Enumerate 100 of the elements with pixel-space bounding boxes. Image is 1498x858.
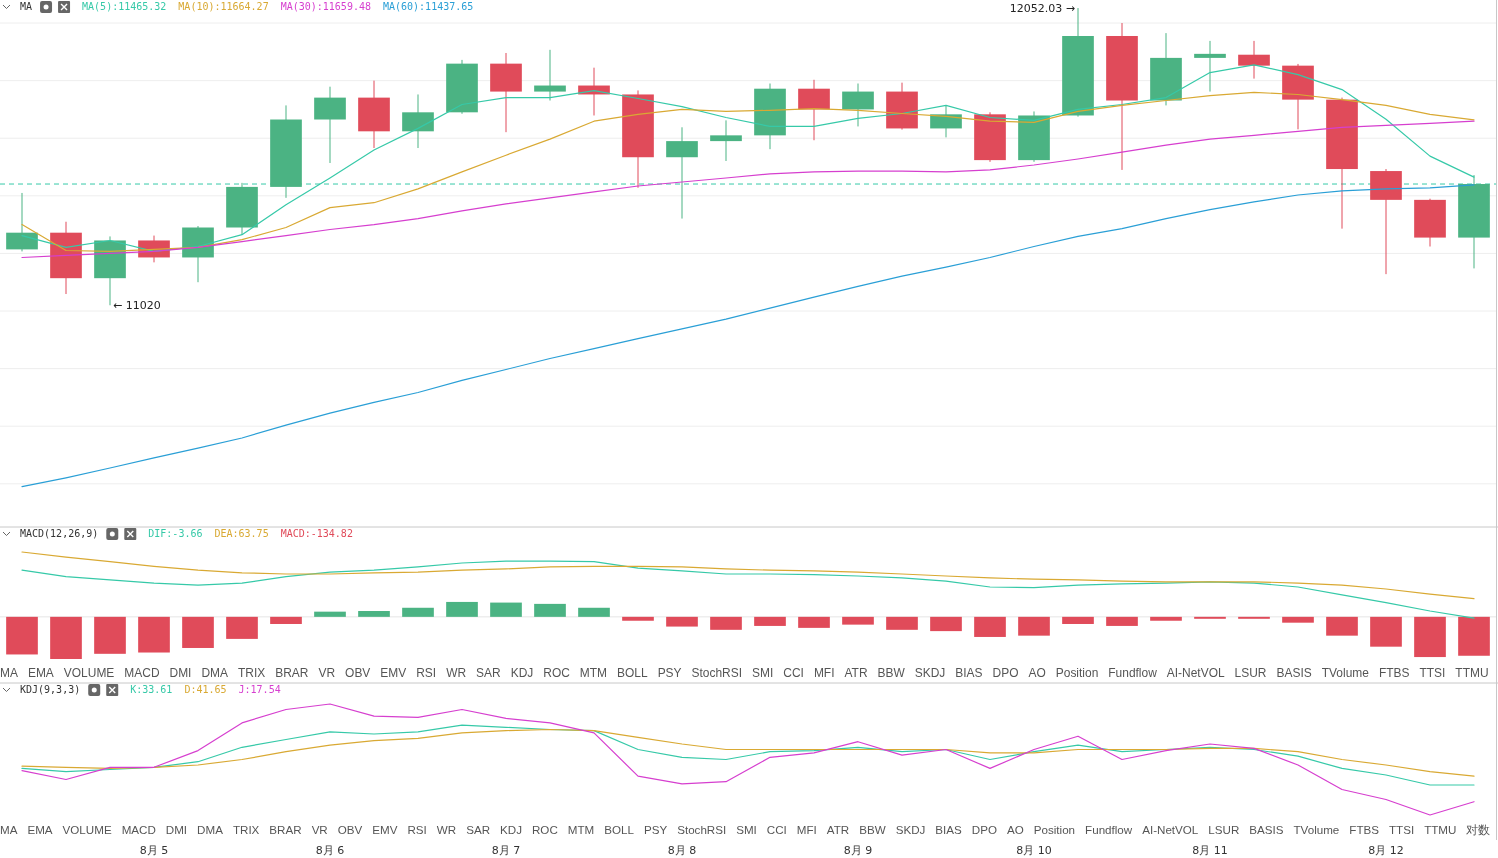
text: DPO — [992, 666, 1019, 680]
text: RSI — [416, 666, 437, 680]
text: MA(5):11465.32 — [82, 1, 167, 12]
text: Fundflow — [1108, 666, 1158, 680]
text: MFI — [796, 823, 817, 836]
text: VOLUME — [63, 666, 115, 680]
text: DMI — [165, 823, 188, 836]
text: DMA — [197, 823, 224, 836]
text: MFI — [813, 666, 835, 680]
bar — [622, 616, 654, 621]
text: BBW — [877, 666, 906, 680]
text: KDJ — [500, 823, 522, 836]
text: Position — [1055, 666, 1099, 680]
text: BOLL — [617, 666, 648, 680]
text: VR — [311, 823, 328, 836]
text: SMI — [752, 666, 774, 680]
text: BRAR — [269, 823, 302, 836]
text: DMI — [169, 666, 192, 680]
text: MA — [0, 823, 18, 836]
bar — [798, 616, 830, 628]
bar — [534, 603, 566, 617]
text: BOLL — [604, 823, 635, 836]
candlestick — [710, 119, 742, 162]
text: SKDJ — [895, 823, 926, 836]
series-label: J:17.54 — [238, 684, 281, 695]
text: VOLUME — [62, 823, 112, 836]
text: BIAS — [955, 666, 983, 680]
text: TRIX — [232, 823, 260, 836]
text: WR — [436, 823, 457, 836]
candlestick — [1194, 40, 1226, 93]
text: KDJ — [510, 666, 534, 680]
bar — [446, 601, 478, 617]
text: CCI — [783, 666, 804, 680]
bar — [138, 616, 170, 653]
bar — [1414, 616, 1446, 658]
bar — [358, 611, 390, 617]
bar — [666, 616, 698, 627]
bar — [974, 616, 1006, 637]
text: ATR — [826, 823, 850, 836]
text: RSI — [407, 823, 427, 836]
bar — [578, 607, 610, 617]
bar — [754, 616, 786, 626]
text: MTM — [579, 666, 608, 680]
text: MACD — [124, 666, 160, 680]
text: TRIX — [238, 666, 266, 680]
text: K:33.61 — [130, 684, 173, 695]
x-tick-label: 8月 8 — [667, 844, 697, 857]
text: TTSI — [1389, 823, 1415, 836]
x-tick-label: 8月 6 — [315, 844, 345, 857]
text: TTMU — [1424, 823, 1457, 836]
x-tick-label: 8月 9 — [843, 844, 873, 857]
text: ROC — [543, 666, 571, 680]
bar — [94, 616, 126, 654]
bar — [1326, 616, 1358, 636]
text: ATR — [844, 666, 868, 680]
text: MACD:-134.82 — [280, 528, 353, 539]
text: AO — [1028, 666, 1046, 680]
text: EMA — [27, 823, 53, 836]
text: MA(30):11659.48 — [280, 1, 371, 12]
bar — [930, 616, 962, 632]
text: MACD — [121, 823, 156, 836]
text: WR — [446, 666, 467, 680]
bar — [1458, 616, 1490, 656]
text: Fundflow — [1085, 823, 1133, 836]
bar — [1018, 616, 1050, 636]
text: EMV — [372, 823, 398, 836]
text: AO — [1006, 823, 1024, 836]
text: MA — [0, 666, 18, 680]
text: StochRSI — [691, 666, 743, 680]
text: BASIS — [1249, 823, 1284, 836]
text: BBW — [859, 823, 886, 836]
text: TVolume — [1321, 666, 1370, 680]
bar — [50, 616, 82, 659]
bar — [270, 616, 302, 624]
x-tick-label: 8月 5 — [139, 844, 169, 857]
text: DEA:63.75 — [214, 528, 269, 539]
text: SMI — [736, 823, 757, 836]
text: MA(10):11664.27 — [178, 1, 269, 12]
text: BIAS — [935, 823, 963, 836]
text: AI-NetVOL — [1166, 666, 1225, 680]
candlestick — [534, 49, 566, 101]
text: AI-NetVOL — [1142, 823, 1199, 836]
text: FTBS — [1349, 823, 1380, 836]
text: StochRSI — [677, 823, 727, 836]
text: LSUR — [1208, 823, 1240, 836]
annotation: 12052.03 → — [1009, 2, 1075, 16]
bar — [1106, 616, 1138, 626]
bar — [1370, 616, 1402, 647]
text: MA(60):11437.65 — [382, 1, 474, 12]
text: SAR — [476, 666, 502, 680]
bar — [226, 616, 258, 639]
text: TTSI — [1419, 666, 1446, 680]
text: CCI — [766, 823, 787, 836]
text: Position — [1033, 823, 1076, 836]
chart-title: MA — [20, 1, 33, 12]
chart-title: MACD(12,26,9) — [20, 528, 99, 539]
text: FTBS — [1378, 666, 1410, 680]
bar — [1150, 616, 1182, 621]
annotation: ← 11020 — [113, 299, 161, 313]
text: EMV — [380, 666, 407, 680]
